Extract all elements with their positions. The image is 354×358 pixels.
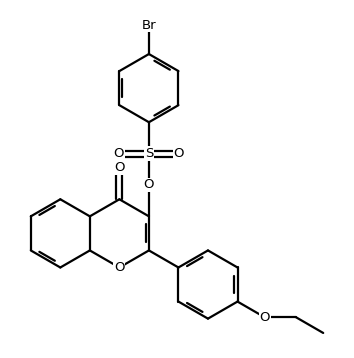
Text: O: O (259, 311, 270, 324)
Text: O: O (144, 179, 154, 192)
Text: O: O (114, 161, 125, 174)
Text: S: S (145, 147, 153, 160)
Text: O: O (174, 147, 184, 160)
Text: O: O (114, 261, 125, 274)
Text: Br: Br (142, 19, 156, 32)
Text: O: O (114, 147, 124, 160)
